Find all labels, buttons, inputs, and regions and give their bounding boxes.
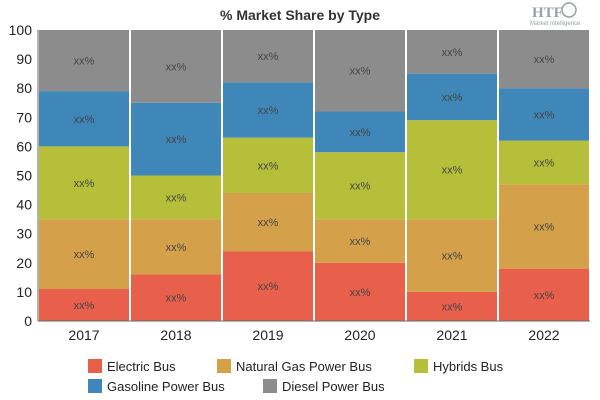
y-tick-label: 60 xyxy=(16,138,32,154)
bar-segment-label: xx% xyxy=(442,165,463,177)
y-tick-label: 90 xyxy=(16,51,32,67)
bar-segment xyxy=(315,30,405,112)
bar-segment-label: xx% xyxy=(258,51,279,63)
bar-segment-label: xx% xyxy=(166,61,187,73)
y-tick-label: 50 xyxy=(16,168,32,184)
y-tick-label: 0 xyxy=(24,313,32,329)
globe-icon xyxy=(561,2,577,18)
bar-segment xyxy=(315,111,405,153)
x-tick-label: 2020 xyxy=(344,327,375,343)
bar-segment-label: xx% xyxy=(442,92,463,104)
logo-text: HTF xyxy=(532,5,563,21)
x-tick-label: 2017 xyxy=(68,327,99,343)
y-tick-label: 80 xyxy=(16,80,32,96)
bar-segment xyxy=(407,73,497,121)
bar-segment-label: xx% xyxy=(442,301,463,313)
legend: Electric Bus Natural Gas Power Bus Hybrids… xyxy=(88,359,504,394)
legend-label: Electric Bus xyxy=(107,359,176,374)
bar-segment xyxy=(223,30,313,83)
y-tick-label: 70 xyxy=(16,109,32,125)
legend-swatch xyxy=(88,379,102,393)
bar-segment xyxy=(39,146,129,220)
bar-segment-label: xx% xyxy=(350,127,371,139)
bar-segment xyxy=(315,152,405,220)
bar-segment xyxy=(499,184,589,269)
y-tick-label: 10 xyxy=(16,284,32,300)
bar-segment-label: xx% xyxy=(534,109,555,121)
bar-segment xyxy=(407,291,497,321)
bar-segment-label: xx% xyxy=(74,249,95,261)
plot-area: 0 10 20 30 40 50 60 70 80 90 100 xx% xx% xx% xx% xx% 201… xyxy=(9,22,590,343)
bar-segment xyxy=(315,262,405,321)
bar-segment xyxy=(407,120,497,220)
bar-segment-label: xx% xyxy=(442,47,463,59)
legend-swatch xyxy=(414,359,428,373)
bar-segment xyxy=(223,251,313,321)
bar-segment xyxy=(131,102,221,176)
logo-subtitle: Market Intelligence xyxy=(530,21,581,27)
bar-segment-label: xx% xyxy=(258,217,279,229)
bar-segment-label: xx% xyxy=(74,178,95,190)
bar-segment-label: xx% xyxy=(74,300,95,312)
bar-segment xyxy=(131,274,221,321)
bar-segment-label: xx% xyxy=(258,281,279,293)
htf-logo: HTF Market Intelligence xyxy=(530,2,581,27)
bar-segment xyxy=(39,288,129,321)
bar-segment xyxy=(131,219,221,275)
bar-segment-label: xx% xyxy=(350,236,371,248)
bar-segment xyxy=(223,137,313,193)
bar-segment-label: xx% xyxy=(534,157,555,169)
bar-segment xyxy=(499,140,589,185)
y-tick-label: 30 xyxy=(16,226,32,242)
bar-segment xyxy=(223,82,313,138)
bar-segment-label: xx% xyxy=(166,293,187,305)
bar-segment-label: xx% xyxy=(350,287,371,299)
legend-label: Natural Gas Power Bus xyxy=(236,359,372,374)
y-tick-label: 40 xyxy=(16,197,32,213)
x-tick-label: 2019 xyxy=(252,327,283,343)
legend-swatch xyxy=(88,359,102,373)
bar-segment-label: xx% xyxy=(74,114,95,126)
bar-segment-label: xx% xyxy=(258,160,279,172)
legend-swatch xyxy=(217,359,231,373)
bar-segment xyxy=(407,30,497,74)
bar-segment xyxy=(223,192,313,252)
bar-segment-label: xx% xyxy=(166,134,187,146)
legend-swatch xyxy=(263,379,277,393)
bar-segment-label: xx% xyxy=(534,221,555,233)
bar-segment-label: xx% xyxy=(350,181,371,193)
legend-label: Hybrids Bus xyxy=(433,359,504,374)
bar-segment xyxy=(499,268,589,321)
bar-segment xyxy=(39,30,129,92)
bar-segment-label: xx% xyxy=(350,66,371,78)
y-tick-label: 20 xyxy=(16,255,32,271)
bar-segment-label: xx% xyxy=(442,251,463,263)
bar-segment xyxy=(131,30,221,103)
legend-label: Diesel Power Bus xyxy=(282,379,385,394)
bar-segment-label: xx% xyxy=(258,105,279,117)
bar-segment-label: xx% xyxy=(166,192,187,204)
bar-segment-label: xx% xyxy=(534,290,555,302)
x-tick-label: 2018 xyxy=(160,327,191,343)
bar-segment xyxy=(39,219,129,289)
legend-label: Gasoline Power Bus xyxy=(107,379,225,394)
bar-segment xyxy=(315,219,405,263)
bar-segment xyxy=(39,91,129,147)
bar-segment-label: xx% xyxy=(166,242,187,254)
bar-segment xyxy=(499,88,589,141)
bar-segment xyxy=(499,30,589,89)
y-tick-label: 100 xyxy=(9,22,33,38)
bar-segment-label: xx% xyxy=(534,54,555,66)
x-tick-label: 2022 xyxy=(528,327,559,343)
bar-segment xyxy=(131,175,221,220)
x-tick-label: 2021 xyxy=(436,327,467,343)
bar-segment-label: xx% xyxy=(74,56,95,68)
chart-title: % Market Share by Type xyxy=(220,7,380,23)
bar-segment xyxy=(407,219,497,292)
